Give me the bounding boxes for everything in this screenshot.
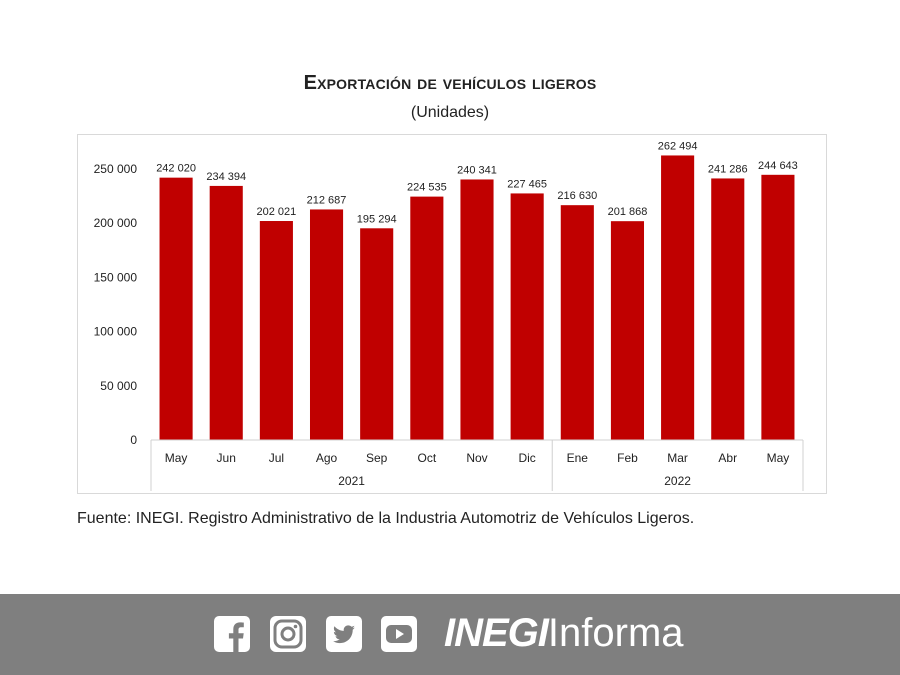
data-label: 216 630: [557, 190, 597, 202]
bar: [761, 174, 795, 440]
y-tick-label: 200 000: [94, 216, 138, 230]
x-tick-label: Abr: [718, 451, 737, 465]
bar: [360, 228, 394, 440]
x-tick-label: Oct: [418, 451, 437, 465]
footer-band: INEGIInforma: [0, 594, 900, 675]
facebook-icon[interactable]: [214, 616, 250, 652]
x-tick-label: Mar: [667, 451, 688, 465]
data-label: 227 465: [507, 178, 547, 190]
inegi-informa-logo[interactable]: INEGIInforma: [444, 608, 684, 658]
bar: [560, 205, 594, 440]
x-tick-label: Feb: [617, 451, 638, 465]
brand-light: Informa: [547, 611, 684, 655]
x-tick-label: May: [767, 451, 790, 465]
bar: [410, 196, 444, 440]
data-label: 202 021: [257, 206, 297, 218]
x-tick-label: Ene: [567, 451, 589, 465]
bar: [661, 155, 695, 440]
data-label: 244 643: [758, 160, 798, 172]
y-tick-label: 50 000: [100, 379, 137, 393]
bar: [159, 177, 193, 440]
x-tick-label: Jul: [269, 451, 284, 465]
x-tick-label: Nov: [466, 451, 487, 465]
source-note: Fuente: INEGI. Registro Administrativo d…: [77, 510, 695, 527]
chart-subtitle: (Unidades): [410, 104, 490, 121]
bar: [460, 179, 494, 441]
bar: [510, 193, 544, 440]
chart-frame: 0 50 000 100 000 150 000 200 000 250 000 242 0…: [77, 134, 827, 494]
x-tick-label: Sep: [366, 451, 388, 465]
brand-strong: INEGI: [444, 611, 549, 655]
chart-title: Exportación de vehículos ligeros: [0, 72, 900, 95]
bar-chart: 0 50 000 100 000 150 000 200 000 250 000 242 0…: [94, 140, 804, 491]
group-label: 2022: [664, 474, 691, 488]
x-tick-label: Dic: [518, 451, 535, 465]
title-initial: E: [303, 72, 318, 94]
data-label: 201 868: [608, 206, 648, 218]
data-label: 242 020: [156, 163, 196, 175]
bar: [209, 185, 243, 440]
y-tick-label: 0: [130, 433, 137, 447]
data-label: 212 687: [307, 194, 347, 206]
y-tick-label: 250 000: [94, 162, 138, 176]
data-label: 195 294: [357, 213, 397, 225]
bar: [259, 221, 293, 440]
group-label: 2021: [338, 474, 365, 488]
title-rest: xportación de vehículos ligeros: [317, 72, 597, 94]
bar: [711, 178, 745, 440]
x-tick-label: Ago: [316, 451, 338, 465]
instagram-icon[interactable]: [270, 616, 306, 652]
data-label: 240 341: [457, 164, 497, 176]
data-label: 241 286: [708, 163, 748, 175]
data-label: 262 494: [658, 140, 698, 152]
y-tick-label: 150 000: [94, 270, 138, 284]
data-label: 234 394: [206, 171, 246, 183]
bar: [610, 221, 645, 440]
twitter-icon[interactable]: [326, 616, 362, 652]
data-label: 224 535: [407, 182, 447, 194]
youtube-icon[interactable]: [381, 616, 417, 652]
x-tick-label: May: [165, 451, 188, 465]
bar: [309, 209, 344, 440]
y-tick-label: 100 000: [94, 325, 138, 339]
x-tick-label: Jun: [217, 451, 236, 465]
